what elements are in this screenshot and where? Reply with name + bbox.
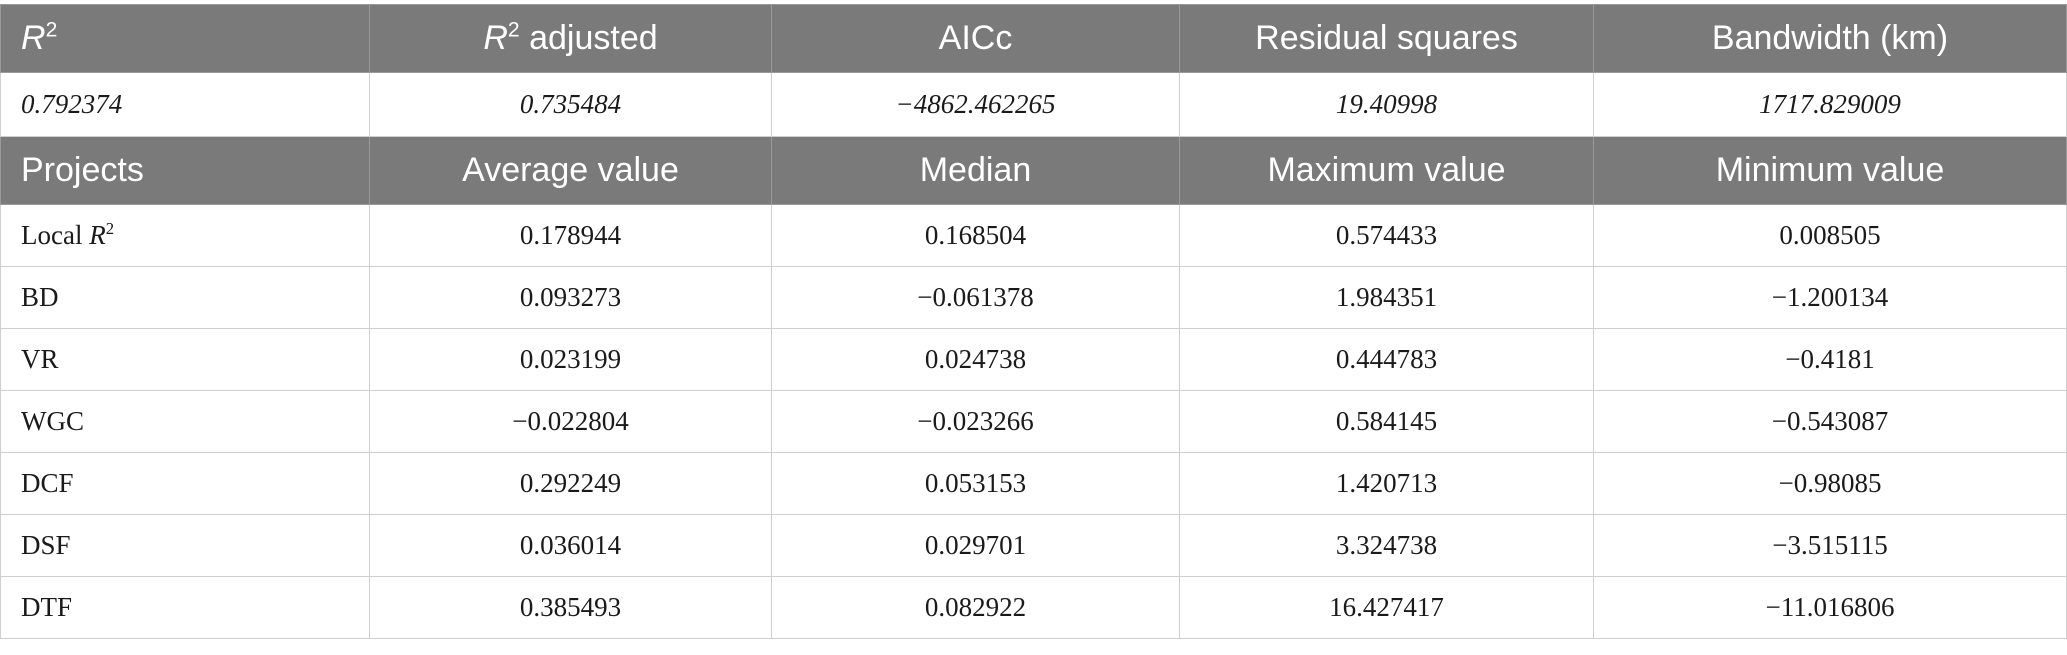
cell-median: 0.168504 (771, 204, 1180, 267)
row-label: WGC (0, 390, 370, 453)
value-r2: 0.792374 (0, 72, 370, 137)
cell-minimum: −0.98085 (1593, 452, 2067, 515)
gwr-results-table: R2 R2 adjusted AICc Residual squares Ban… (0, 4, 2067, 639)
cell-maximum: 3.324738 (1179, 514, 1594, 577)
row-label: DSF (0, 514, 370, 577)
cell-median: 0.082922 (771, 576, 1180, 639)
row-label-local-r2: Local R2 (0, 204, 370, 267)
value-residual-squares: 19.40998 (1179, 72, 1594, 137)
gwr-results-table-container: R2 R2 adjusted AICc Residual squares Ban… (0, 4, 2067, 639)
cell-minimum: −0.4181 (1593, 328, 2067, 391)
cell-minimum: −1.200134 (1593, 266, 2067, 329)
row-label: DTF (0, 576, 370, 639)
header-maximum-value: Maximum value (1179, 136, 1594, 205)
value-r2-adjusted: 0.735484 (369, 72, 772, 137)
header-residual-squares: Residual squares (1179, 4, 1594, 73)
stats-header-row: Projects Average value Median Maximum va… (0, 136, 2067, 205)
header-bandwidth: Bandwidth (km) (1593, 4, 2067, 73)
header-average-value: Average value (369, 136, 772, 205)
cell-maximum: 16.427417 (1179, 576, 1594, 639)
cell-minimum: −3.515115 (1593, 514, 2067, 577)
header-r2-adjusted: R2 adjusted (369, 4, 772, 73)
table-row: DTF 0.385493 0.082922 16.427417 −11.0168… (0, 576, 2067, 639)
cell-median: 0.024738 (771, 328, 1180, 391)
table-row: WGC −0.022804 −0.023266 0.584145 −0.5430… (0, 390, 2067, 453)
summary-header-row: R2 R2 adjusted AICc Residual squares Ban… (0, 4, 2067, 73)
row-label: DCF (0, 452, 370, 515)
summary-values-row: 0.792374 0.735484 −4862.462265 19.40998 … (0, 72, 2067, 137)
table-row: Local R2 0.178944 0.168504 0.574433 0.00… (0, 204, 2067, 267)
row-label: BD (0, 266, 370, 329)
cell-average: 0.023199 (369, 328, 772, 391)
cell-maximum: 0.444783 (1179, 328, 1594, 391)
header-minimum-value: Minimum value (1593, 136, 2067, 205)
cell-minimum: −11.016806 (1593, 576, 2067, 639)
cell-average: 0.036014 (369, 514, 772, 577)
cell-average: 0.093273 (369, 266, 772, 329)
cell-average: 0.178944 (369, 204, 772, 267)
cell-median: −0.023266 (771, 390, 1180, 453)
cell-minimum: 0.008505 (1593, 204, 2067, 267)
table-row: BD 0.093273 −0.061378 1.984351 −1.200134 (0, 266, 2067, 329)
cell-maximum: 1.420713 (1179, 452, 1594, 515)
cell-average: 0.292249 (369, 452, 772, 515)
cell-maximum: 0.584145 (1179, 390, 1594, 453)
value-bandwidth: 1717.829009 (1593, 72, 2067, 137)
table-row: DCF 0.292249 0.053153 1.420713 −0.98085 (0, 452, 2067, 515)
header-projects: Projects (0, 136, 370, 205)
header-aicc: AICc (771, 4, 1180, 73)
cell-maximum: 0.574433 (1179, 204, 1594, 267)
cell-median: 0.053153 (771, 452, 1180, 515)
header-r2: R2 (0, 4, 370, 73)
cell-maximum: 1.984351 (1179, 266, 1594, 329)
table-row: DSF 0.036014 0.029701 3.324738 −3.515115 (0, 514, 2067, 577)
cell-average: 0.385493 (369, 576, 772, 639)
cell-minimum: −0.543087 (1593, 390, 2067, 453)
cell-median: 0.029701 (771, 514, 1180, 577)
value-aicc: −4862.462265 (771, 72, 1180, 137)
cell-median: −0.061378 (771, 266, 1180, 329)
header-median: Median (771, 136, 1180, 205)
cell-average: −0.022804 (369, 390, 772, 453)
row-label: VR (0, 328, 370, 391)
table-row: VR 0.023199 0.024738 0.444783 −0.4181 (0, 328, 2067, 391)
